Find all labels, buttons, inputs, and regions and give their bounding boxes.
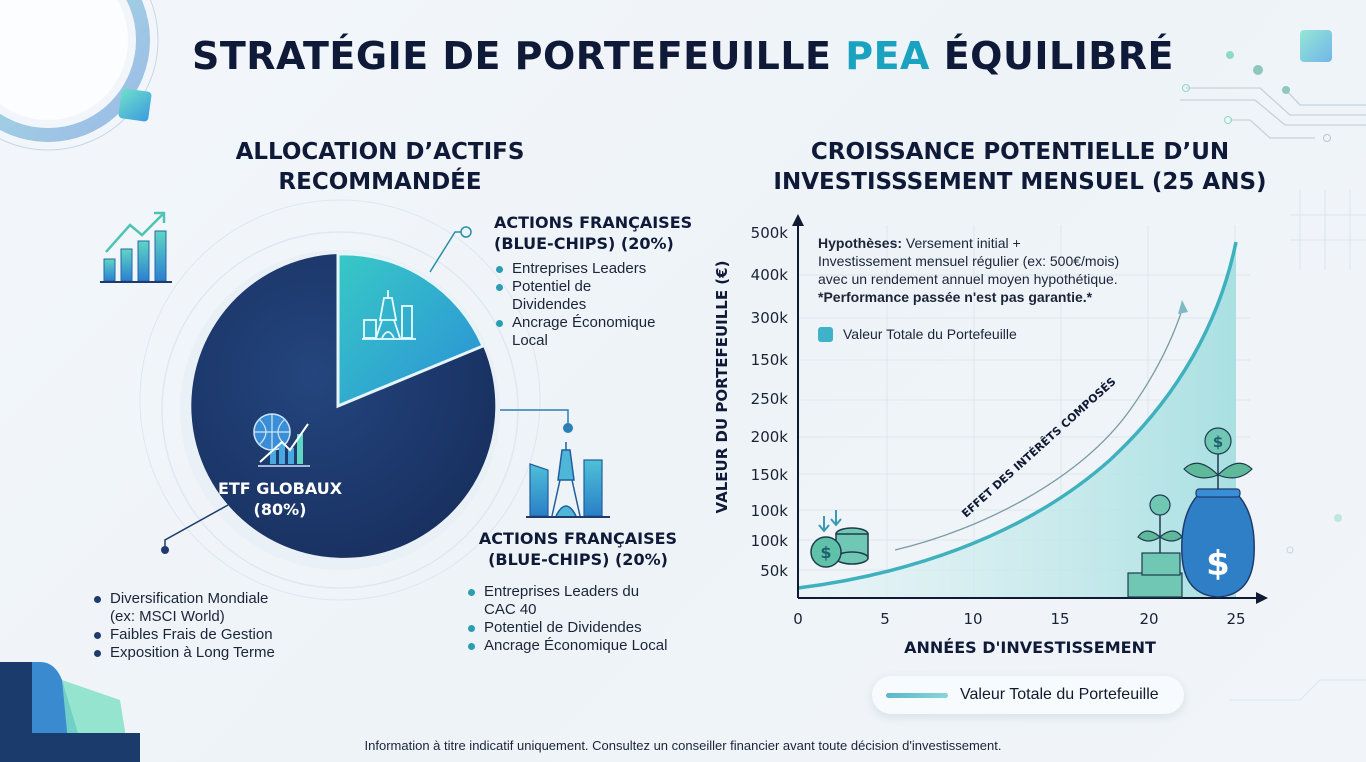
allocation-title: ALLOCATION D’ACTIFS RECOMMANDÉE [190, 137, 570, 197]
series-line [797, 241, 1238, 590]
footer-disclaimer: Information à titre indicatif uniquement… [364, 738, 1002, 753]
bullet: Potentiel de Dividendes [466, 619, 696, 637]
annotation-arrow [894, 309, 1183, 551]
callout2-title-line2: (BLUE-CHIPS) (20%) [488, 550, 668, 569]
x-axis-ticks: 0 5 10 15 20 25 [793, 610, 1258, 632]
title-part-2: ÉQUILIBRÉ [929, 34, 1174, 78]
allocation-title-line2: RECOMMANDÉE [278, 169, 482, 195]
x-tick: 15 [1050, 610, 1070, 628]
y-tick: 150k [750, 351, 788, 369]
x-tick: 0 [793, 610, 803, 628]
etf-globaux-percent: (80%) [253, 500, 307, 519]
globe-growth-icon [253, 413, 310, 467]
bullet: Entreprises Leaders [494, 260, 704, 278]
x-tick: 25 [1226, 610, 1246, 628]
growth-title-line1: CROISSANCE POTENTIELLE D’UN [810, 139, 1230, 165]
etf-bullets: Diversification Mondiale (ex: MSCI World)… [92, 590, 332, 662]
hypothesis-box: Hypothèses: Versement initial + Investis… [818, 234, 1158, 306]
inner-legend-label: Valeur Totale du Portefeuille [843, 326, 1017, 342]
svg-text:$: $ [820, 543, 831, 562]
callout-actions-francaises-top: ACTIONS FRANÇAISES (BLUE-CHIPS) (20%) En… [494, 212, 704, 350]
x-tick: 10 [963, 610, 983, 628]
bottom-legend: Valeur Totale du Portefeuille [872, 676, 1184, 714]
eiffel-city-icon [526, 442, 610, 518]
hypothesis-line3: avec un rendement annuel moyen hypothéti… [818, 271, 1118, 287]
y-axis-ticks: 500k 400k 300k 150k 250k 200k 150k 100k … [738, 222, 788, 602]
callout-actions-francaises-bottom: ACTIONS FRANÇAISES (BLUE-CHIPS) (20%) [478, 528, 678, 570]
y-tick: 250k [750, 390, 788, 408]
callout2-title-line1: ACTIONS FRANÇAISES [478, 529, 678, 548]
coins-deposit-icon: $ [810, 510, 869, 568]
callout-bullets: Entreprises Leaders Potentiel de Dividend… [494, 260, 704, 350]
y-tick: 50k [760, 562, 788, 580]
bullet: Potentiel de Dividendes [494, 278, 704, 314]
hypothesis-disclaimer: *Performance passée n'est pas garantie.* [818, 289, 1093, 305]
callout-title-line2: (BLUE-CHIPS) (20%) [494, 234, 674, 253]
pie-slice-etf-globaux [191, 254, 496, 558]
y-tick: 500k [750, 224, 788, 242]
x-tick: 5 [880, 610, 890, 628]
y-tick: 400k [750, 266, 788, 284]
hypothesis-label: Hypothèses: [818, 235, 903, 251]
y-tick: 200k [750, 428, 788, 446]
hypothesis-line1: Versement initial + [902, 235, 1021, 251]
money-bag-plant-icon: $ $ [1127, 427, 1255, 598]
callout2-bullets: Entreprises Leaders du CAC 40 Potentiel d… [466, 583, 696, 655]
growth-title: CROISSANCE POTENTIELLE D’UN INVESTISSSEM… [760, 137, 1280, 197]
y-tick: 100k [750, 502, 788, 520]
x-tick: 20 [1139, 610, 1159, 628]
bullet: Entreprises Leaders du CAC 40 [466, 583, 696, 619]
bullet: Faibles Frais de Gestion [92, 626, 332, 644]
y-axis-title: VALEUR DU PORTEFEUILLE (€) [713, 260, 731, 514]
title-accent-pea: PEA [845, 34, 930, 78]
legend-swatch-icon [818, 326, 833, 342]
etf-globaux-label: ETF GLOBAUX (80%) [210, 478, 350, 520]
svg-text:$: $ [1206, 544, 1230, 584]
x-axis-title: ANNÉES D'INVESTISSEMENT [904, 638, 1156, 657]
bottom-legend-label: Valeur Totale du Portefeuille [960, 686, 1159, 703]
eiffel-tower-icon [362, 290, 416, 340]
y-tick: 150k [750, 466, 788, 484]
bullet: Diversification Mondiale (ex: MSCI World) [92, 590, 332, 626]
allocation-pie-chart [161, 231, 519, 589]
bullet: Exposition à Long Terme [92, 644, 332, 662]
page-title: STRATÉGIE DE PORTEFEUILLE PEA ÉQUILIBRÉ [0, 34, 1366, 78]
growth-area-chart: EFFET DES INTÉRÊTS COMPOSÉS $ $ $ [792, 214, 1268, 604]
callout-title-line1: ACTIONS FRANÇAISES [494, 213, 693, 232]
svg-text:$: $ [1213, 433, 1223, 451]
bullet: Ancrage Économique Local [466, 637, 696, 655]
bar-growth-icon [100, 211, 172, 283]
allocation-title-line1: ALLOCATION D’ACTIFS [235, 139, 525, 165]
growth-title-line2: INVESTISSSEMENT MENSUEL (25 ANS) [773, 169, 1267, 195]
legend-line-icon [886, 692, 948, 698]
hypothesis-line2: Investissement mensuel régulier (ex: 500… [818, 253, 1120, 269]
title-part-1: STRATÉGIE DE PORTEFEUILLE [192, 34, 846, 78]
bullet: Ancrage Économique Local [494, 314, 704, 350]
y-tick: 100k [750, 532, 788, 550]
y-tick: 300k [750, 309, 788, 327]
area-fill [798, 242, 1236, 598]
etf-globaux-name: ETF GLOBAUX [217, 479, 343, 498]
pie-slice-actions-francaises [336, 252, 485, 409]
inner-legend: Valeur Totale du Portefeuille [818, 326, 1017, 342]
